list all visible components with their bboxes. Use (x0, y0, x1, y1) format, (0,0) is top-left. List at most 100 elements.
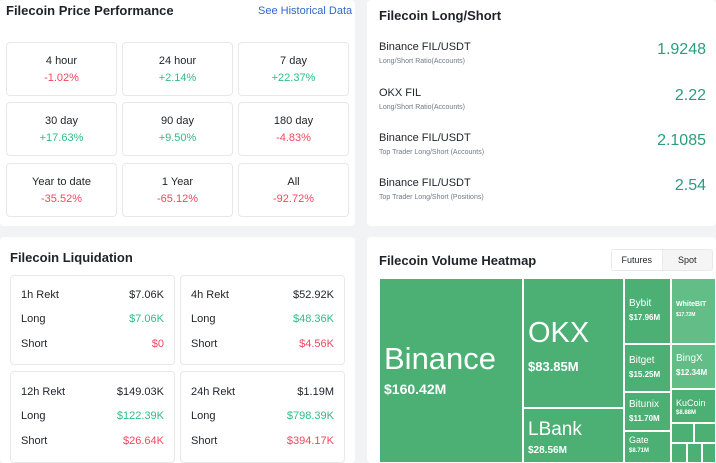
perf-value: +17.63% (39, 132, 84, 144)
rekt-value: $1.19M (297, 386, 334, 398)
tile-value: $8.88M (676, 410, 697, 416)
tile-name: WhiteBIT (676, 301, 707, 308)
short-value: $26.64K (123, 435, 164, 447)
long-row: Long $798.39K (191, 410, 334, 424)
tile-name: OKX (528, 317, 590, 349)
heatmap-tile-kucoin[interactable]: KuCoin $8.88M (671, 389, 716, 423)
heatmap-tile-gate[interactable]: Gate $8.71M (624, 431, 671, 463)
perf-cell-ytd: Year to date -35.52% (6, 163, 117, 217)
long-short-panel: Filecoin Long/Short Binance FIL/USDT Lon… (367, 0, 716, 226)
perf-value: +9.50% (158, 132, 197, 144)
heatmap-tile-bybit[interactable]: Bybit $17.96M (624, 278, 671, 344)
short-label: Short (191, 435, 218, 447)
perf-value: +22.37% (271, 72, 316, 84)
ratio-type: Long/Short Ratio(Accounts) (379, 58, 465, 65)
long-short-title: Filecoin Long/Short (379, 8, 502, 23)
perf-label: 4 hour (45, 55, 78, 67)
heatmap-tile-bitget[interactable]: Bitget $15.25M (624, 344, 671, 392)
ratio-value: 2.22 (674, 87, 706, 104)
tab-futures[interactable]: Futures (612, 250, 663, 270)
heatmap-tile-small[interactable] (702, 443, 716, 463)
heatmap-tile-bitunix[interactable]: Bitunix $11.70M (624, 392, 671, 431)
short-value: $0 (151, 338, 164, 350)
tile-value: $17.96M (629, 313, 661, 322)
perf-cell-90d: 90 day +9.50% (122, 102, 233, 156)
perf-cell-7d: 7 day +22.37% (238, 42, 349, 96)
perf-label: 180 day (273, 115, 314, 127)
heatmap-tile-lbank[interactable]: LBank $28.56M (523, 408, 624, 463)
heatmap-tile-small[interactable] (687, 443, 702, 463)
short-label: Short (21, 338, 48, 350)
perf-label: 7 day (280, 55, 307, 67)
perf-label: 1 Year (161, 176, 194, 188)
tile-value: $12.34M (676, 368, 708, 377)
rekt-row: 12h Rekt $149.03K (21, 386, 164, 400)
heatmap-tile-small[interactable] (671, 443, 687, 463)
long-label: Long (21, 410, 46, 422)
rekt-value: $52.92K (293, 289, 334, 301)
exchange-pair: Binance FIL/USDT (379, 132, 471, 144)
liquidation-box-24h: 24h Rekt $1.19M Long $798.39K Short $394.17… (180, 371, 345, 463)
volume-heatmap-panel: Filecoin Volume Heatmap Futures Spot Bin… (367, 237, 716, 463)
perf-value: -1.02% (44, 72, 79, 84)
ratio-value: 1.9248 (657, 41, 706, 58)
tile-name: KuCoin (676, 398, 706, 408)
tile-name: Binance (384, 341, 497, 376)
liquidation-box-12h: 12h Rekt $149.03K Long $122.39K Short $26.6… (10, 371, 175, 463)
tab-spot[interactable]: Spot (677, 255, 697, 265)
perf-cell-4h: 4 hour -1.02% (6, 42, 117, 96)
tile-name: Bitget (629, 355, 655, 366)
tile-name: Bybit (629, 298, 652, 309)
long-label: Long (21, 313, 46, 325)
heatmap-tile-small[interactable] (694, 423, 716, 443)
price-performance-title: Filecoin Price Performance (6, 3, 174, 18)
see-historical-data-link[interactable]: See Historical Data (258, 5, 353, 17)
long-row: Long $48.36K (191, 313, 334, 327)
heatmap-tile-whitebit[interactable]: WhiteBIT $17.72M (671, 278, 716, 344)
market-type-tabs: Futures Spot (611, 249, 713, 271)
heatmap-tile-okx[interactable]: OKX $83.85M (523, 278, 624, 408)
perf-cell-1y: 1 Year -65.12% (122, 163, 233, 217)
heatmap-tile-binance[interactable]: Binance $160.42M (379, 278, 523, 463)
liquidation-box-4h: 4h Rekt $52.92K Long $48.36K Short $4.56K (180, 275, 345, 365)
tile-name: BingX (676, 353, 703, 364)
rekt-label: 24h Rekt (191, 386, 236, 398)
perf-cell-30d: 30 day +17.63% (6, 102, 117, 156)
long-short-row: Binance FIL/USDT Top Trader Long/Short (… (379, 177, 706, 217)
perf-label: 90 day (160, 115, 195, 127)
price-performance-panel: Filecoin Price Performance See Historica… (0, 0, 355, 226)
perf-cell-180d: 180 day -4.83% (238, 102, 349, 156)
ratio-type: Top Trader Long/Short (Accounts) (379, 149, 485, 156)
ratio-value: 2.1085 (657, 132, 706, 149)
perf-label: Year to date (32, 176, 91, 188)
short-value: $394.17K (286, 435, 334, 447)
short-row: Short $0 (21, 338, 164, 352)
perf-label: All (287, 176, 300, 188)
rekt-label: 4h Rekt (191, 289, 229, 301)
perf-value: +2.14% (158, 72, 197, 84)
rekt-value: $149.03K (116, 386, 164, 398)
tile-value: $28.56M (528, 445, 567, 456)
long-label: Long (191, 410, 216, 422)
exchange-pair: Binance FIL/USDT (379, 177, 471, 189)
long-value: $7.06K (129, 313, 164, 325)
short-row: Short $4.56K (191, 338, 334, 352)
tile-value: $17.72M (676, 312, 696, 318)
short-label: Short (21, 435, 48, 447)
tile-value: $11.70M (629, 414, 660, 423)
perf-value: -4.83% (276, 132, 311, 144)
perf-value: -92.72% (273, 193, 314, 205)
rekt-value: $7.06K (129, 289, 164, 301)
long-label: Long (191, 313, 216, 325)
volume-heatmap-title: Filecoin Volume Heatmap (379, 253, 537, 268)
heatmap-tile-bingx[interactable]: BingX $12.34M (671, 344, 716, 389)
tile-value: $83.85M (528, 359, 579, 374)
rekt-row: 1h Rekt $7.06K (21, 289, 164, 303)
exchange-pair: OKX FIL (379, 87, 422, 99)
long-row: Long $7.06K (21, 313, 164, 327)
long-short-row: Binance FIL/USDT Long/Short Ratio(Accoun… (379, 41, 706, 81)
long-value: $798.39K (286, 410, 334, 422)
heatmap-tile-small[interactable] (671, 423, 694, 443)
short-value: $4.56K (299, 338, 334, 350)
liquidation-panel: Filecoin Liquidation 1h Rekt $7.06K Long $… (0, 237, 355, 463)
